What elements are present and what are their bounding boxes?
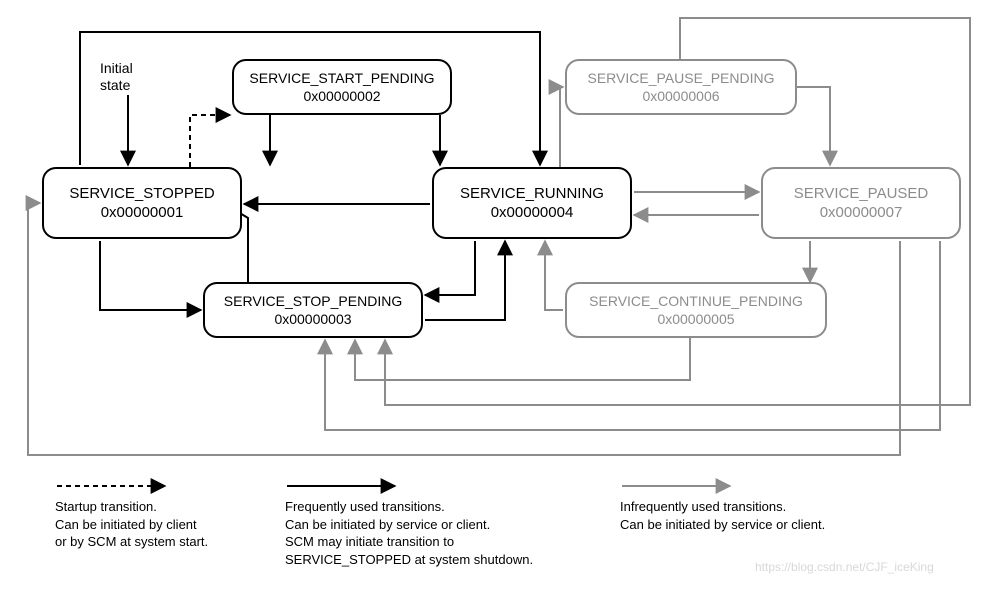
- node-title: SERVICE_START_PENDING: [249, 69, 434, 87]
- node-code: 0x00000006: [642, 87, 719, 105]
- initial-line2: state: [100, 77, 130, 93]
- watermark-text: https://blog.csdn.net/CJF_iceKing: [755, 560, 934, 574]
- legend-infrequent-arrow-icon: [620, 478, 740, 494]
- node-code: 0x00000007: [820, 203, 903, 223]
- legend-text: Can be initiated by service or client.: [285, 516, 533, 534]
- node-code: 0x00000005: [657, 310, 734, 328]
- legend-text: Startup transition.: [55, 498, 208, 516]
- node-service-stop-pending: SERVICE_STOP_PENDING 0x00000003: [203, 282, 423, 338]
- node-service-continue-pending: SERVICE_CONTINUE_PENDING 0x00000005: [565, 282, 827, 338]
- legend-text: Infrequently used transitions.: [620, 498, 825, 516]
- node-title: SERVICE_CONTINUE_PENDING: [589, 292, 803, 310]
- node-service-pause-pending: SERVICE_PAUSE_PENDING 0x00000006: [565, 59, 797, 115]
- initial-line1: Initial: [100, 60, 133, 76]
- legend-text: SERVICE_STOPPED at system shutdown.: [285, 551, 533, 569]
- legend-text: Frequently used transitions.: [285, 498, 533, 516]
- legend-frequent-arrow-icon: [285, 478, 405, 494]
- node-title: SERVICE_STOP_PENDING: [224, 292, 402, 310]
- node-title: SERVICE_RUNNING: [460, 184, 604, 204]
- edge-stoppend-to-running: [425, 241, 505, 320]
- node-service-running: SERVICE_RUNNING 0x00000004: [432, 167, 632, 239]
- edge-pausepend-to-paused: [797, 87, 830, 165]
- node-code: 0x00000003: [274, 310, 351, 328]
- node-title: SERVICE_PAUSED: [794, 184, 929, 204]
- legend-text: SCM may initiate transition to: [285, 533, 533, 551]
- edge-running-to-pausepend: [560, 87, 563, 167]
- node-code: 0x00000002: [303, 87, 380, 105]
- legend-text: or by SCM at system start.: [55, 533, 208, 551]
- node-code: 0x00000001: [101, 203, 184, 223]
- legend-startup-arrow-icon: [55, 478, 175, 494]
- node-service-stopped: SERVICE_STOPPED 0x00000001: [42, 167, 242, 239]
- edge-stopped-to-stoppend-dn: [100, 241, 201, 310]
- node-title: SERVICE_PAUSE_PENDING: [588, 69, 775, 87]
- legend-text: Can be initiated by service or client.: [620, 516, 825, 534]
- node-service-paused: SERVICE_PAUSED 0x00000007: [761, 167, 961, 239]
- edge-contpend-to-stoppend: [355, 338, 690, 380]
- edge-contpend-to-running: [545, 241, 563, 310]
- legend-startup: Startup transition. Can be initiated by …: [55, 478, 208, 551]
- node-title: SERVICE_STOPPED: [69, 184, 214, 204]
- edge-running-to-stoppend: [425, 241, 475, 295]
- node-code: 0x00000004: [491, 203, 574, 223]
- legend-infrequent: Infrequently used transitions. Can be in…: [620, 478, 825, 533]
- edge-stopped-to-startpend: [190, 115, 230, 167]
- node-service-start-pending: SERVICE_START_PENDING 0x00000002: [232, 59, 452, 115]
- initial-state-label: Initial state: [100, 60, 133, 94]
- legend-frequent: Frequently used transitions. Can be init…: [285, 478, 533, 568]
- legend-text: Can be initiated by client: [55, 516, 208, 534]
